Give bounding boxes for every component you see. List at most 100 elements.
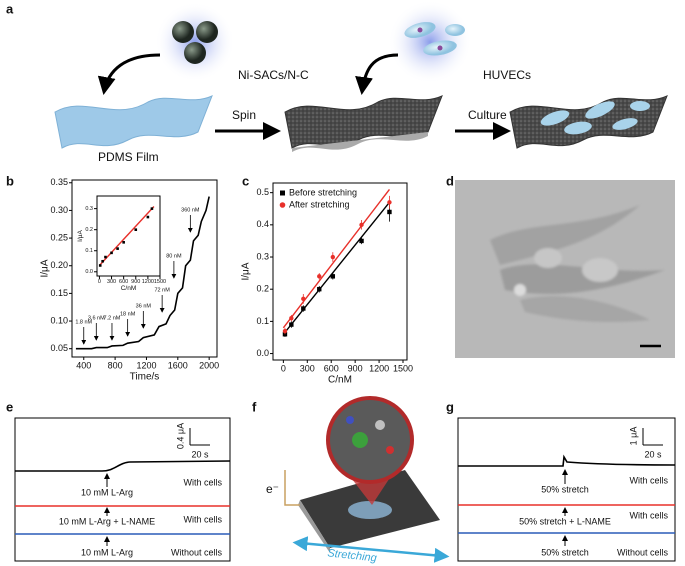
- atom: [346, 416, 354, 424]
- point: [116, 247, 119, 250]
- panel-a: Ni-SACs/N-C PDMS Film Spin HUVECs Cultur…: [54, 0, 668, 164]
- scale-label: 20 s: [644, 449, 662, 459]
- point: [289, 322, 294, 327]
- condition: With cells: [183, 514, 222, 524]
- legend-label: After stretching: [289, 199, 350, 209]
- cell: [540, 110, 570, 126]
- point: [110, 251, 113, 255]
- annotation: 360 nM: [181, 207, 200, 213]
- glow: [388, 0, 472, 84]
- label: Ni-SACs/N-C: [238, 68, 309, 82]
- arrow: [355, 53, 399, 95]
- x-tick-label: 1200: [369, 363, 389, 373]
- cell: [564, 121, 592, 135]
- point: [150, 207, 154, 210]
- atom: [386, 446, 394, 454]
- annotation: 80 nM: [166, 253, 182, 259]
- annotation: 3.6 nM: [88, 315, 105, 321]
- fit-line: [282, 201, 390, 335]
- x-tick-label: 1200: [142, 279, 154, 285]
- x-tick-label: 600: [119, 279, 128, 285]
- y-tick-label: 0.10: [50, 315, 68, 325]
- panel-label: a: [6, 1, 14, 16]
- cell: [445, 24, 465, 36]
- label: Culture: [468, 108, 507, 122]
- y-axis-label: I/μA: [77, 229, 84, 241]
- stimulus: 10 mM L-Arg: [81, 487, 133, 497]
- x-tick-label: 1200: [136, 360, 156, 370]
- panel-label: f: [252, 399, 257, 414]
- y-tick-label: 0.05: [50, 343, 68, 353]
- condition: Without cells: [171, 547, 223, 557]
- point: [301, 296, 306, 302]
- trace: [458, 454, 676, 467]
- film-edge: [292, 132, 428, 152]
- y-axis-label: I/μA: [241, 262, 252, 280]
- panel-e: 0.4 μA 20 s 10 mM L-Arg With cells 10 mM…: [14, 417, 231, 562]
- point: [301, 306, 306, 311]
- label: HUVECs: [483, 68, 531, 82]
- nucleus: [582, 258, 618, 282]
- debris: [514, 284, 526, 296]
- condition: With cells: [629, 475, 668, 485]
- point: [104, 255, 107, 259]
- annotation: 1.8 nM: [75, 319, 92, 325]
- label: PDMS Film: [98, 150, 159, 164]
- fit-line: [282, 189, 391, 329]
- fit-line: [98, 206, 155, 266]
- stimulus: 50% stretch: [541, 547, 589, 557]
- x-tick-label: 400: [76, 360, 91, 370]
- scale-label: 0.4 μA: [175, 423, 185, 449]
- y-tick-label: 0.1: [256, 316, 269, 326]
- plot-frame: [272, 182, 408, 361]
- point: [134, 228, 138, 231]
- stimulus: 50% stretch: [541, 484, 589, 494]
- point: [101, 259, 104, 263]
- y-tick-label: 0.30: [50, 205, 68, 215]
- cell: [630, 101, 650, 111]
- cell: [490, 205, 640, 265]
- x-tick-label: 900: [131, 279, 140, 285]
- x-tick-label: 600: [324, 363, 339, 373]
- data-line: [75, 196, 210, 350]
- particle: [196, 21, 218, 43]
- point: [387, 200, 392, 205]
- x-tick-label: 900: [348, 363, 363, 373]
- panel-label: c: [242, 173, 249, 188]
- x-axis-label: C/nM: [328, 374, 352, 385]
- point: [359, 238, 364, 244]
- y-tick-label: 0.3: [256, 251, 269, 261]
- x-tick-label: 300: [300, 363, 315, 373]
- cell: [500, 264, 665, 294]
- y-axis-label: I/μA: [40, 259, 51, 277]
- point: [317, 287, 322, 292]
- y-tick-label: 0.25: [50, 232, 68, 242]
- x-tick-label: 1500: [393, 363, 413, 373]
- panel-f: e⁻ Stretching: [266, 396, 450, 565]
- electron: e⁻: [266, 482, 279, 496]
- cell: [612, 118, 638, 130]
- y-tick-label: 0.4: [256, 219, 269, 229]
- annotation: 72 nM: [154, 287, 170, 293]
- magnifier: [326, 396, 414, 484]
- legend-marker: [279, 202, 286, 208]
- nucleus: [437, 45, 443, 51]
- condition: Without cells: [617, 547, 669, 557]
- condition: With cells: [183, 477, 222, 487]
- cell: [585, 101, 615, 119]
- stimulus: 10 mM L-Arg + L-NAME: [59, 516, 155, 526]
- point: [387, 209, 392, 215]
- y-tick-label: 0.0: [256, 348, 269, 358]
- stimulus: 50% stretch + L-NAME: [519, 516, 611, 526]
- x-tick-label: 800: [108, 360, 123, 370]
- point: [330, 254, 336, 260]
- particle: [172, 21, 194, 43]
- cell: [520, 296, 650, 323]
- panel-label: e: [6, 399, 13, 414]
- point: [359, 222, 364, 228]
- panel-g: 1 μA 20 s 50% stretch With cells 50% str…: [457, 417, 676, 562]
- x-tick-label: 0: [281, 363, 286, 373]
- y-tick-label: 0.20: [50, 260, 68, 270]
- active-site: [352, 432, 368, 448]
